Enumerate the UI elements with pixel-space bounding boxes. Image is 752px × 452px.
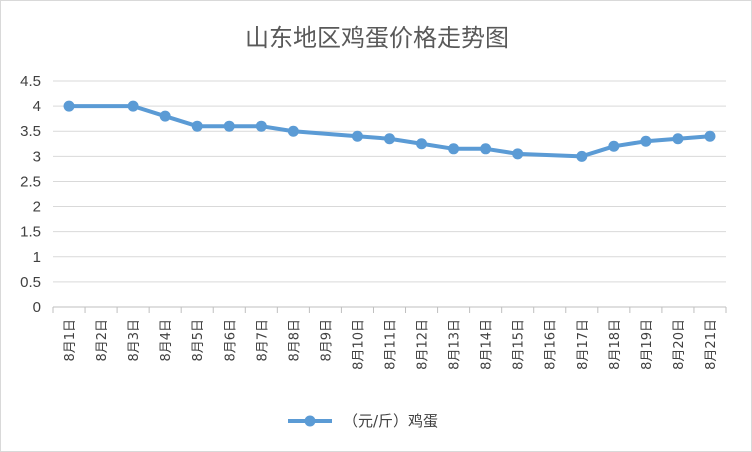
data-point — [351, 130, 363, 142]
x-tick-label: 8月17日 — [576, 319, 591, 370]
y-tick-label: 3.5 — [20, 123, 41, 140]
series-layer — [63, 100, 716, 162]
data-point — [287, 125, 299, 137]
legend-label: （元/斤）鸡蛋 — [343, 412, 438, 430]
x-tick-label: 8月3日 — [127, 319, 142, 362]
legend-marker — [304, 415, 316, 427]
x-tick-label: 8月14日 — [480, 319, 495, 370]
x-tick-label: 8月8日 — [287, 319, 302, 362]
data-point — [704, 130, 716, 142]
y-tick-label: 1.5 — [20, 224, 41, 241]
data-point — [448, 143, 460, 155]
y-tick-label: 3 — [33, 148, 41, 165]
x-tick-label: 8月1日 — [63, 319, 78, 362]
data-point — [576, 150, 588, 162]
y-tick-label: 1 — [33, 249, 41, 266]
y-tick-label: 4.5 — [20, 73, 41, 90]
y-tick-label: 2.5 — [20, 173, 41, 190]
y-axis-ticks: 0 0.5 1 1.5 2 2.5 3 3.5 4 4.5 — [20, 73, 41, 316]
x-tick-label: 8月18日 — [608, 319, 623, 370]
data-point — [480, 143, 492, 155]
data-point — [512, 148, 524, 160]
y-tick-label: 0.5 — [20, 274, 41, 291]
data-point — [223, 120, 235, 132]
x-tick-label: 8月10日 — [351, 319, 366, 370]
x-tick-label: 8月7日 — [255, 319, 270, 362]
data-point — [608, 140, 620, 152]
x-tick-label: 8月19日 — [640, 319, 655, 370]
x-tick-label: 8月13日 — [448, 319, 463, 370]
x-tick-label: 8月11日 — [384, 319, 399, 370]
data-point — [384, 133, 395, 145]
x-tick-label: 8月12日 — [416, 319, 431, 370]
x-axis — [52, 306, 727, 313]
data-point — [159, 110, 171, 122]
data-point — [255, 120, 267, 132]
x-tick-label: 8月16日 — [544, 319, 559, 370]
data-point — [672, 133, 684, 145]
data-point — [63, 100, 75, 112]
x-tick-label: 8月21日 — [704, 319, 719, 370]
x-tick-label: 8月15日 — [512, 319, 527, 370]
data-point — [416, 138, 428, 150]
x-tick-label: 8月6日 — [223, 319, 238, 362]
x-tick-label: 8月5日 — [191, 319, 206, 362]
chart-title: 山东地区鸡蛋价格走势图 — [245, 24, 509, 52]
x-tick-label: 8月2日 — [95, 319, 110, 362]
x-axis-ticks: 8月1日 8月2日 8月3日 8月4日 8月5日 8月6日 8月7日 8月8日 8月9日 8月10… — [63, 319, 719, 370]
data-point — [127, 100, 139, 112]
x-tick-label: 8月9日 — [319, 319, 334, 362]
y-tick-label: 2 — [33, 199, 41, 216]
gridlines — [53, 80, 726, 283]
y-tick-label: 4 — [33, 98, 41, 115]
legend: （元/斤）鸡蛋 — [288, 412, 438, 430]
x-tick-label: 8月20日 — [672, 319, 687, 370]
data-point — [640, 135, 652, 147]
y-tick-label: 0 — [33, 299, 41, 316]
x-tick-label: 8月4日 — [159, 319, 174, 362]
data-point — [191, 120, 203, 132]
